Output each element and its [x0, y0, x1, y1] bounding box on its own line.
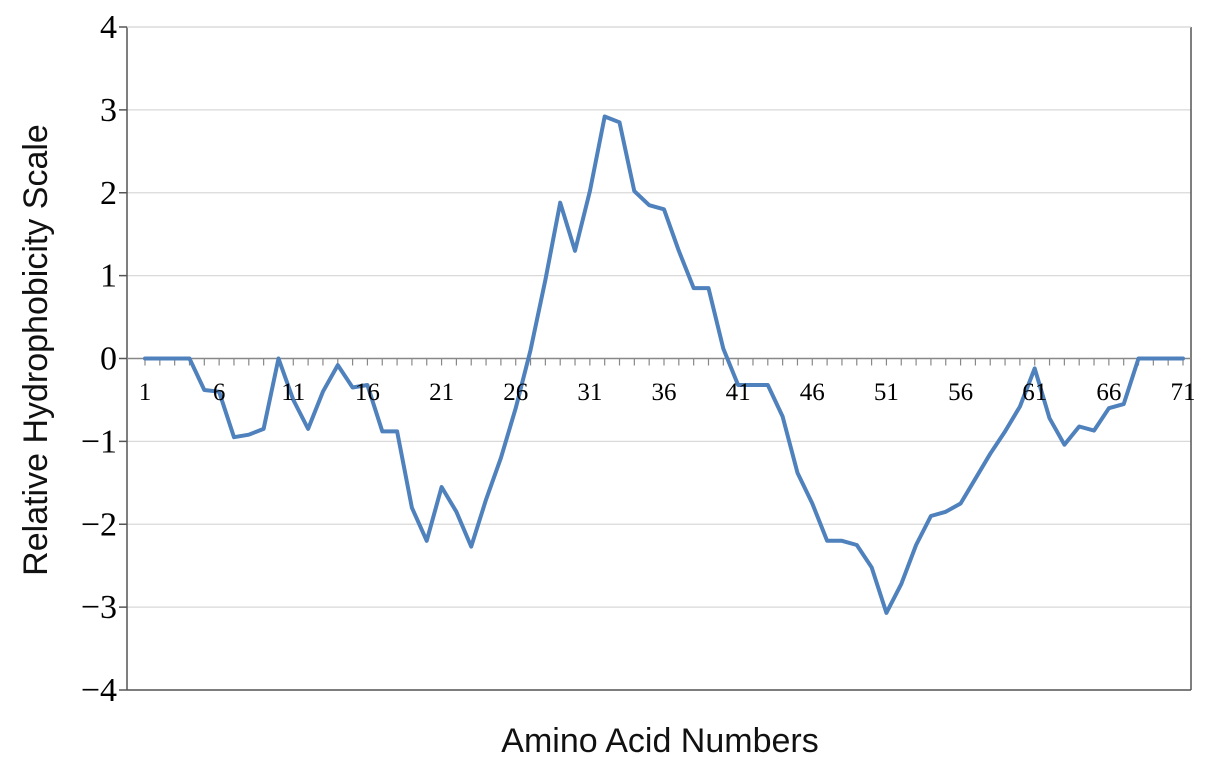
y-tick-label: −2	[81, 506, 117, 543]
x-tick-label: 31	[577, 379, 602, 406]
y-tick-label: 0	[100, 341, 117, 378]
y-tick-label: −3	[81, 589, 117, 626]
y-axis-title: Relative Hydrophobicity Scale	[17, 124, 55, 576]
x-tick-label: 56	[948, 379, 973, 406]
hydrophobicity-line	[143, 114, 1185, 615]
y-tick-label: 2	[100, 175, 117, 212]
x-tick-label: 36	[652, 379, 677, 406]
y-tick-label: 3	[100, 92, 117, 129]
x-tick-label: 41	[726, 379, 751, 406]
x-tick-label: 1	[139, 379, 152, 406]
grid-layer	[127, 26, 1191, 691]
x-tick-label: 66	[1096, 379, 1121, 406]
x-tick-label: 21	[429, 379, 454, 406]
x-axis-title: Amino Acid Numbers	[501, 722, 818, 760]
y-tick-label: −4	[81, 672, 117, 709]
y-tick-label: 4	[100, 9, 117, 46]
x-tick-label: 71	[1171, 379, 1196, 406]
series-layer	[143, 114, 1185, 615]
x-tick-label: 51	[874, 379, 899, 406]
x-tick-label: 26	[503, 379, 528, 406]
axis-layer	[119, 26, 1192, 691]
x-tick-label: 6	[213, 379, 226, 406]
x-tick-label: 46	[800, 379, 825, 406]
y-tick-label: −1	[81, 423, 117, 460]
x-tick-label: 16	[355, 379, 380, 406]
y-tick-label: 1	[100, 258, 117, 295]
x-tick-label: 61	[1022, 379, 1047, 406]
x-tick-label: 11	[281, 379, 305, 406]
